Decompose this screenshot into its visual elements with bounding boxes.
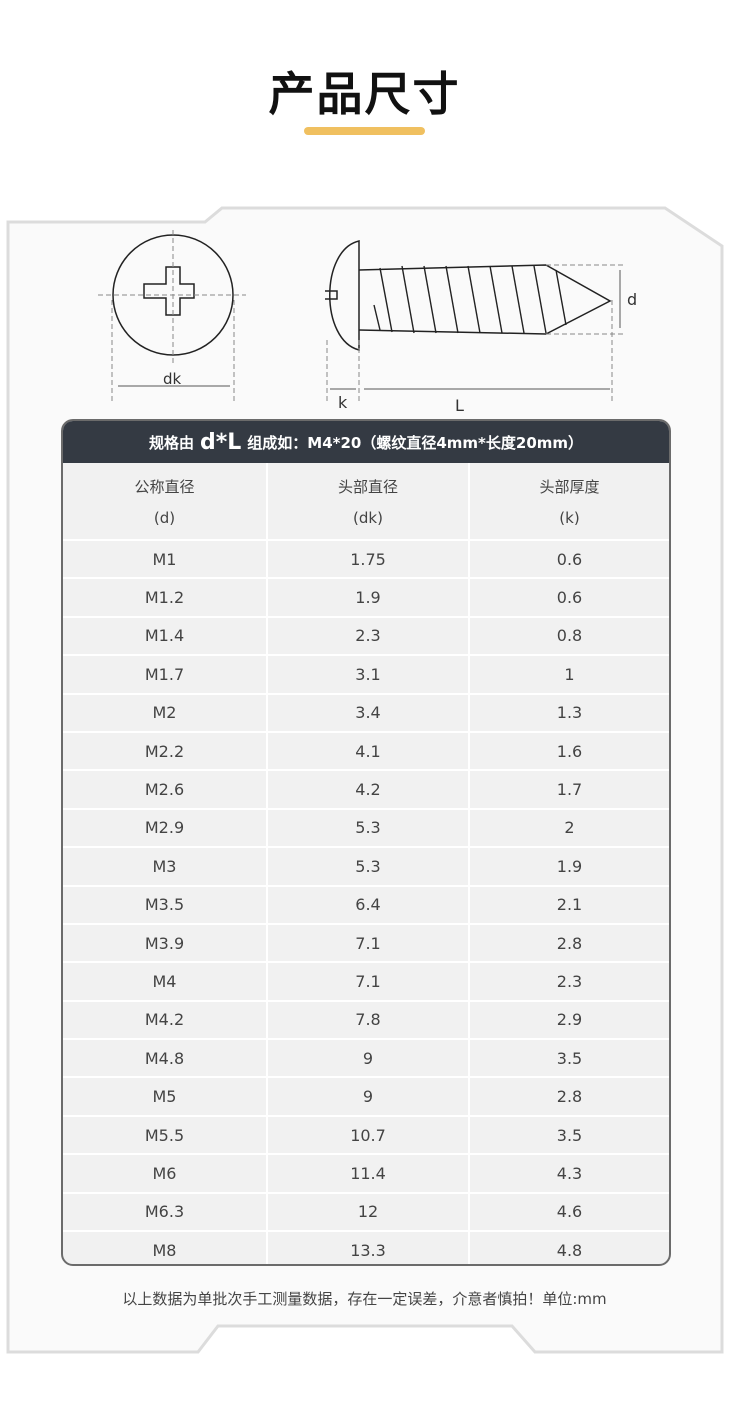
caption-suffix: 组成如：M4*20（螺纹直径4mm*长度20mm） bbox=[247, 433, 584, 452]
cell-head-diameter: 7.8 bbox=[266, 1001, 468, 1039]
cell-head-thickness: 1.3 bbox=[468, 694, 669, 731]
spec-table: 规格由 d*L 组成如：M4*20（螺纹直径4mm*长度20mm） 公称直径 (d… bbox=[61, 419, 671, 1266]
cell-head-diameter: 10.7 bbox=[266, 1116, 468, 1154]
cell-nominal-diameter: M3.9 bbox=[144, 933, 185, 953]
cell-head-thickness: 4.6 bbox=[468, 1193, 669, 1231]
table-row: M5.5 10.7 3.5 bbox=[63, 1114, 669, 1154]
cell-head-diameter: 4.2 bbox=[266, 771, 468, 808]
cell-nominal-diameter: M6.3 bbox=[144, 1202, 185, 1222]
table-row: M3.9 7.1 2.8 bbox=[63, 922, 669, 962]
table-row: M2.2 4.1 1.6 bbox=[63, 730, 669, 770]
dk-label: dk bbox=[163, 370, 182, 388]
screw-head-side bbox=[329, 240, 360, 351]
table-caption: 规格由 d*L 组成如：M4*20（螺纹直径4mm*长度20mm） bbox=[63, 421, 669, 463]
cell-head-diameter: 13.3 bbox=[266, 1232, 468, 1264]
table-row: M2.6 4.2 1.7 bbox=[63, 769, 669, 808]
cell-head-thickness: 4.3 bbox=[468, 1155, 669, 1192]
table-row: M1.7 3.1 1 bbox=[63, 654, 669, 693]
cell-head-diameter: 5.3 bbox=[266, 809, 468, 847]
table-row: M5 9 2.8 bbox=[63, 1076, 669, 1115]
cell-nominal-diameter: M2.2 bbox=[144, 741, 185, 761]
cell-nominal-diameter: M1.7 bbox=[144, 664, 185, 684]
cell-head-thickness: 0.8 bbox=[468, 617, 669, 655]
title-underline bbox=[304, 127, 425, 135]
cell-head-diameter: 1.9 bbox=[266, 579, 468, 616]
cell-head-thickness: 2.8 bbox=[468, 924, 669, 962]
table-row: M4.2 7.8 2.9 bbox=[63, 999, 669, 1039]
table-row: M3 5.3 1.9 bbox=[63, 846, 669, 885]
cell-nominal-diameter: M1.2 bbox=[144, 588, 185, 608]
table-row: M1 1.75 0.6 bbox=[63, 539, 669, 578]
cell-nominal-diameter: M4.8 bbox=[144, 1048, 185, 1068]
table-row: M1.4 2.3 0.8 bbox=[63, 615, 669, 655]
caption-prefix: 规格由 bbox=[148, 433, 194, 452]
cell-nominal-diameter: M2.9 bbox=[144, 818, 185, 838]
cell-head-thickness: 0.6 bbox=[468, 541, 669, 578]
cell-head-diameter: 11.4 bbox=[266, 1155, 468, 1192]
cell-head-thickness: 3.5 bbox=[468, 1116, 669, 1154]
cell-nominal-diameter: M4 bbox=[152, 971, 177, 991]
cell-nominal-diameter: M3.5 bbox=[144, 895, 185, 915]
cell-head-thickness: 2.9 bbox=[468, 1001, 669, 1039]
header-head-diameter: 头部直径 (dk) bbox=[266, 463, 468, 539]
cell-head-thickness: 4.8 bbox=[468, 1232, 669, 1264]
cell-head-diameter: 3.4 bbox=[266, 694, 468, 731]
page-title: 产品尺寸 bbox=[268, 67, 461, 121]
cell-head-diameter: 9 bbox=[266, 1078, 468, 1115]
measurement-note: 以上数据为单批次手工测量数据，存在一定误差，介意者慎拍！单位:mm bbox=[122, 1290, 607, 1308]
cell-nominal-diameter: M2.6 bbox=[144, 780, 185, 800]
caption-formula: d*L bbox=[199, 429, 242, 455]
cell-head-diameter: 7.1 bbox=[266, 963, 468, 1000]
table-row: M8 13.3 4.8 bbox=[63, 1230, 669, 1264]
cell-nominal-diameter: M5 bbox=[152, 1087, 177, 1107]
cell-head-diameter: 4.1 bbox=[266, 732, 468, 770]
phillips-cross-icon bbox=[143, 266, 195, 316]
cell-head-diameter: 7.1 bbox=[266, 924, 468, 962]
screw-diagram: dk k L d bbox=[98, 230, 637, 415]
table-row: M3.5 6.4 2.1 bbox=[63, 884, 669, 923]
table-row: M4 7.1 2.3 bbox=[63, 961, 669, 1000]
table-row: M4.8 9 3.5 bbox=[63, 1038, 669, 1077]
header-head-thickness: 头部厚度 (k) bbox=[468, 463, 669, 539]
cell-head-diameter: 2.3 bbox=[266, 617, 468, 655]
cell-head-thickness: 0.6 bbox=[468, 579, 669, 616]
cell-head-thickness: 1.9 bbox=[468, 848, 669, 885]
cell-head-thickness: 2.1 bbox=[468, 886, 669, 923]
cell-head-thickness: 2.3 bbox=[468, 963, 669, 1000]
cell-nominal-diameter: M5.5 bbox=[144, 1125, 185, 1145]
d-label: d bbox=[627, 290, 637, 309]
cell-nominal-diameter: M3 bbox=[152, 856, 177, 876]
cell-head-thickness: 1.6 bbox=[468, 732, 669, 770]
cell-head-diameter: 9 bbox=[266, 1040, 468, 1077]
cell-nominal-diameter: M1.4 bbox=[144, 626, 185, 646]
table-row: M2.9 5.3 2 bbox=[63, 807, 669, 847]
table-row: M2 3.4 1.3 bbox=[63, 692, 669, 731]
cell-nominal-diameter: M6 bbox=[152, 1163, 177, 1183]
cell-head-thickness: 2.8 bbox=[468, 1078, 669, 1115]
cell-head-thickness: 1 bbox=[468, 656, 669, 693]
cell-head-diameter: 5.3 bbox=[266, 848, 468, 885]
cell-head-diameter: 12 bbox=[266, 1193, 468, 1231]
L-label: L bbox=[455, 396, 464, 415]
cell-nominal-diameter: M4.2 bbox=[144, 1010, 185, 1030]
header-nominal-diameter: 公称直径 (d) bbox=[134, 477, 195, 527]
cell-nominal-diameter: M8 bbox=[152, 1240, 177, 1260]
k-label: k bbox=[338, 393, 348, 412]
cell-nominal-diameter: M2 bbox=[152, 703, 177, 723]
table-row: M6 11.4 4.3 bbox=[63, 1153, 669, 1192]
cell-nominal-diameter: M1 bbox=[152, 549, 177, 569]
table-row: M6.3 12 4.6 bbox=[63, 1191, 669, 1231]
table-header-row: 公称直径 (d) 头部直径 (dk) 头部厚度 (k) bbox=[63, 463, 669, 539]
table-row: M1.2 1.9 0.6 bbox=[63, 577, 669, 616]
cell-head-thickness: 1.7 bbox=[468, 771, 669, 808]
cell-head-diameter: 3.1 bbox=[266, 656, 468, 693]
cell-head-diameter: 6.4 bbox=[266, 886, 468, 923]
cell-head-thickness: 2 bbox=[468, 809, 669, 847]
cell-head-thickness: 3.5 bbox=[468, 1040, 669, 1077]
cell-head-diameter: 1.75 bbox=[266, 541, 468, 578]
